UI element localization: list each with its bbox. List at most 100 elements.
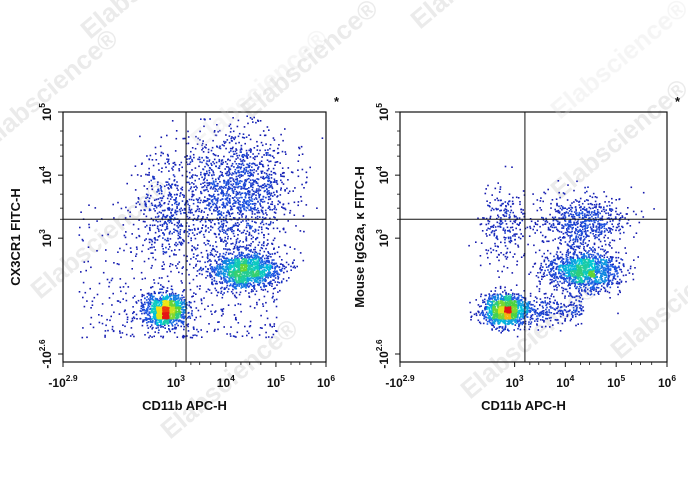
event-dot [213, 208, 215, 211]
event-dot [223, 256, 225, 259]
event-dot [210, 310, 212, 313]
event-dot [252, 183, 255, 186]
event-dot [152, 252, 154, 254]
event-dot [642, 191, 645, 194]
event-dot [274, 281, 277, 283]
event-dot [184, 208, 186, 210]
event-dot [191, 314, 194, 317]
event-dot [237, 212, 239, 214]
event-dot [250, 260, 253, 263]
event-dot [88, 226, 91, 229]
event-dot [225, 214, 228, 217]
event-dot [175, 254, 177, 256]
event-dot [262, 216, 264, 219]
event-dot [258, 211, 261, 214]
event-dot [199, 139, 201, 141]
event-dot [158, 317, 160, 320]
event-dot [205, 162, 208, 165]
event-dot [250, 272, 253, 275]
event-dot [269, 182, 272, 184]
event-dot [238, 280, 241, 282]
event-dot [209, 206, 212, 209]
event-dot [147, 331, 149, 334]
event-dot [240, 163, 243, 166]
event-dot [147, 327, 150, 329]
event-dot [232, 284, 234, 286]
event-dot [280, 268, 283, 271]
event-dot [156, 313, 158, 316]
event-dot [220, 174, 223, 176]
event-dot [215, 184, 218, 187]
gate-marker-star: * [334, 94, 340, 109]
event-dot [494, 187, 497, 190]
event-dot [159, 321, 161, 323]
event-dot [171, 183, 174, 185]
event-dot [263, 260, 265, 263]
event-dot [171, 215, 174, 217]
event-dot [236, 180, 239, 182]
event-dot [226, 197, 229, 199]
event-dot [188, 282, 191, 285]
event-dot [186, 181, 189, 184]
event-dot [229, 280, 231, 282]
event-dot [224, 278, 227, 281]
event-dot [251, 195, 253, 197]
event-dot [189, 187, 192, 190]
event-dot [504, 165, 507, 168]
event-dot [596, 196, 598, 199]
event-dot [261, 186, 263, 189]
event-dot [272, 195, 274, 197]
event-dot [234, 271, 237, 273]
event-dot [187, 242, 190, 244]
event-dot [218, 178, 220, 180]
event-dot [242, 174, 244, 177]
event-dot [260, 288, 263, 291]
event-dot [212, 139, 214, 142]
event-dot [248, 279, 251, 281]
event-dot [496, 197, 498, 200]
event-dot [230, 276, 233, 279]
event-dot [179, 242, 182, 245]
event-dot [215, 178, 217, 181]
event-dot [230, 326, 232, 328]
event-dot [267, 233, 270, 235]
event-dot [269, 160, 272, 163]
event-dot [246, 264, 248, 267]
event-dot [149, 326, 152, 328]
event-dot [256, 276, 259, 278]
event-dot [200, 173, 202, 176]
event-dot [238, 293, 241, 296]
event-dot [169, 217, 172, 220]
event-dot [229, 199, 231, 201]
event-dot [653, 208, 655, 210]
event-dot [148, 174, 150, 176]
event-dot [202, 140, 204, 142]
event-dot [150, 311, 152, 314]
event-dot [250, 209, 252, 211]
event-dot [209, 229, 212, 231]
event-dot [247, 269, 250, 271]
event-dot [550, 207, 552, 209]
event-dot [243, 181, 246, 184]
event-dot [147, 317, 150, 320]
event-dot [227, 180, 230, 183]
event-dot [258, 188, 260, 190]
event-dot [248, 224, 250, 227]
event-dot [173, 313, 176, 315]
event-dot [162, 152, 164, 155]
event-dot [161, 314, 163, 316]
event-dot [143, 306, 145, 308]
event-dot [265, 331, 267, 334]
event-dot [168, 209, 171, 211]
event-dot [261, 144, 264, 147]
event-dot [551, 216, 554, 219]
event-dot [153, 316, 155, 318]
event-dot [633, 259, 635, 261]
event-dot [237, 165, 239, 167]
event-dot [227, 181, 229, 183]
event-dot [221, 186, 223, 189]
event-dot [168, 328, 170, 330]
event-dot [222, 268, 224, 271]
event-dot [179, 229, 182, 231]
event-dot [162, 195, 165, 198]
